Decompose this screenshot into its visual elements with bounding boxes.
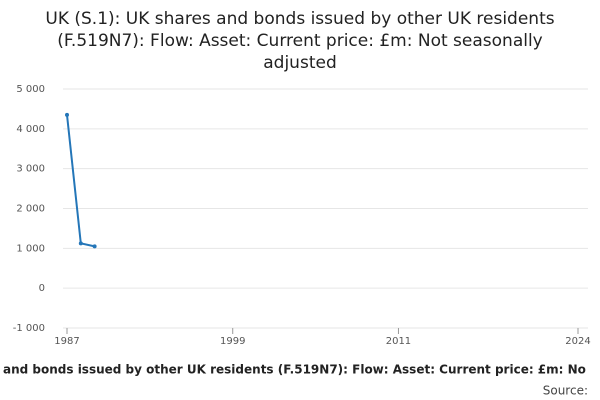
y-tick-label: 4 000 xyxy=(16,124,45,135)
source: Source: xyxy=(543,384,588,398)
y-tick-label: -1 000 xyxy=(13,323,45,334)
y-tick-label: 2 000 xyxy=(16,204,45,215)
x-tick-label: 1987 xyxy=(54,336,79,347)
x-tick-label: 2024 xyxy=(565,336,590,347)
x-tick-label: 1999 xyxy=(220,336,245,347)
x-tick-label: 2011 xyxy=(386,336,411,347)
y-tick-label: 1 000 xyxy=(16,243,45,254)
x-axis-label: and bonds issued by other UK residents (… xyxy=(3,363,586,377)
series-line xyxy=(66,114,95,248)
y-tick-label: 0 xyxy=(39,283,45,294)
point xyxy=(78,241,83,246)
point xyxy=(65,112,69,117)
y-tick-label: 3 000 xyxy=(16,164,45,175)
y-tick-label: 5 000 xyxy=(16,84,45,95)
chart-title: UK (S.1): UK shares and bonds issued by … xyxy=(45,9,555,73)
point xyxy=(92,244,97,249)
